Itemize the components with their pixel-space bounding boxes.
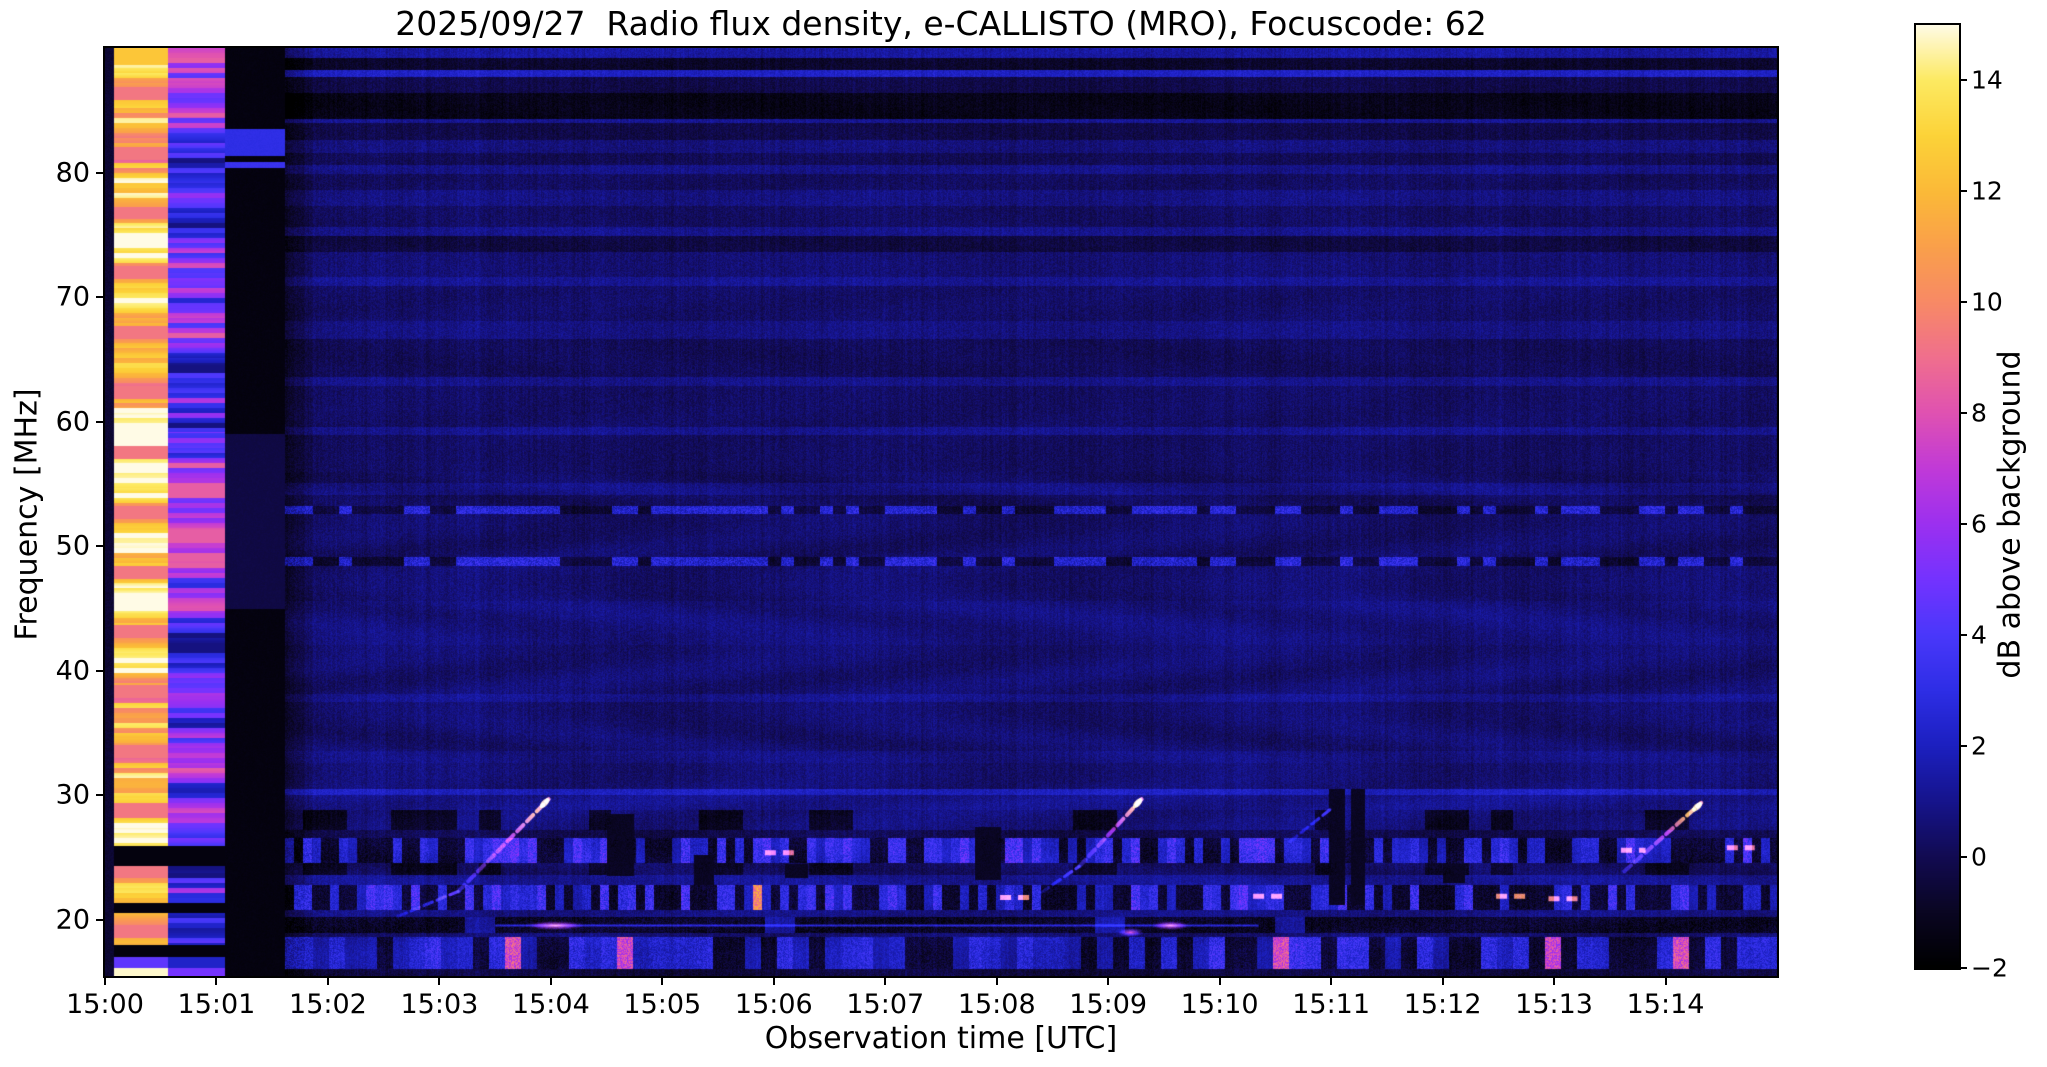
y-tick-label: 30 — [55, 779, 90, 811]
y-tick-label: 20 — [55, 904, 90, 936]
colorbar-tick-label: 2 — [1971, 731, 1987, 761]
colorbar-tick-mark — [1959, 856, 1967, 859]
x-tick-mark — [1107, 976, 1110, 985]
x-tick-mark — [772, 976, 775, 985]
x-tick-mark — [104, 976, 106, 985]
x-tick-mark — [326, 976, 329, 985]
x-tick-label: 15:08 — [957, 989, 1036, 1020]
y-tick-mark — [96, 794, 105, 797]
colorbar-tick-mark — [1959, 967, 1967, 969]
y-tick-label: 80 — [55, 157, 90, 189]
plot-area — [103, 46, 1779, 978]
y-axis-label: Frequency [MHz] — [9, 388, 45, 641]
colorbar-tick-label: 10 — [1971, 287, 2003, 317]
x-tick-mark — [549, 976, 552, 985]
colorbar — [1914, 23, 1961, 970]
y-tick-mark — [96, 420, 105, 423]
x-tick-label: 15:00 — [66, 989, 144, 1020]
colorbar-tick-mark — [1959, 523, 1967, 526]
x-tick-mark — [884, 976, 887, 985]
y-tick-mark — [96, 296, 105, 299]
colorbar-tick-label: −2 — [1971, 953, 2008, 983]
y-tick-label: 50 — [55, 530, 90, 562]
x-tick-mark — [438, 976, 441, 985]
chart-title: 2025/09/27 Radio flux density, e-CALLIST… — [395, 4, 1487, 43]
y-tick-label: 70 — [55, 281, 90, 313]
x-tick-label: 15:13 — [1515, 989, 1593, 1020]
x-tick-label: 15:06 — [734, 989, 813, 1020]
colorbar-tick-mark — [1959, 745, 1967, 748]
colorbar-tick-label: 12 — [1971, 176, 2003, 206]
x-tick-label: 15:07 — [846, 989, 925, 1020]
colorbar-label: dB above background — [1992, 350, 2028, 679]
y-tick-mark — [96, 918, 105, 921]
x-tick-label: 15:14 — [1626, 989, 1705, 1020]
colorbar-tick-mark — [1959, 79, 1967, 82]
x-tick-label: 15:02 — [289, 989, 367, 1020]
x-tick-label: 15:10 — [1180, 989, 1259, 1020]
x-tick-label: 15:01 — [177, 989, 256, 1020]
x-tick-mark — [1218, 976, 1221, 985]
colorbar-tick-mark — [1959, 634, 1967, 637]
x-tick-label: 15:03 — [400, 989, 479, 1020]
x-tick-mark — [1441, 976, 1444, 985]
x-tick-mark — [661, 976, 664, 985]
y-tick-mark — [96, 669, 105, 672]
colorbar-tick-label: 8 — [1971, 398, 1987, 428]
x-tick-label: 15:05 — [623, 989, 702, 1020]
y-tick-mark — [96, 171, 105, 174]
colorbar-tick-mark — [1959, 412, 1967, 415]
colorbar-tick-label: 14 — [1971, 65, 2003, 95]
colorbar-canvas — [1916, 25, 1959, 968]
y-tick-label: 60 — [55, 406, 90, 438]
colorbar-tick-label: 6 — [1971, 509, 1987, 539]
x-tick-label: 15:12 — [1403, 989, 1482, 1020]
x-tick-label: 15:09 — [1069, 989, 1148, 1020]
colorbar-tick-label: 4 — [1971, 620, 1987, 650]
colorbar-tick-mark — [1959, 301, 1967, 304]
y-tick-mark — [96, 545, 105, 548]
x-tick-label: 15:11 — [1292, 989, 1371, 1020]
x-tick-mark — [995, 976, 998, 985]
x-tick-mark — [215, 976, 218, 985]
x-tick-mark — [1553, 976, 1556, 985]
spectrogram-canvas — [105, 48, 1777, 976]
x-tick-label: 15:04 — [511, 989, 590, 1020]
x-axis-label: Observation time [UTC] — [764, 1021, 1118, 1056]
colorbar-tick-mark — [1959, 190, 1967, 193]
colorbar-tick-label: 0 — [1971, 842, 1987, 872]
y-tick-label: 40 — [55, 655, 90, 687]
x-tick-mark — [1330, 976, 1333, 985]
x-tick-mark — [1664, 976, 1667, 985]
